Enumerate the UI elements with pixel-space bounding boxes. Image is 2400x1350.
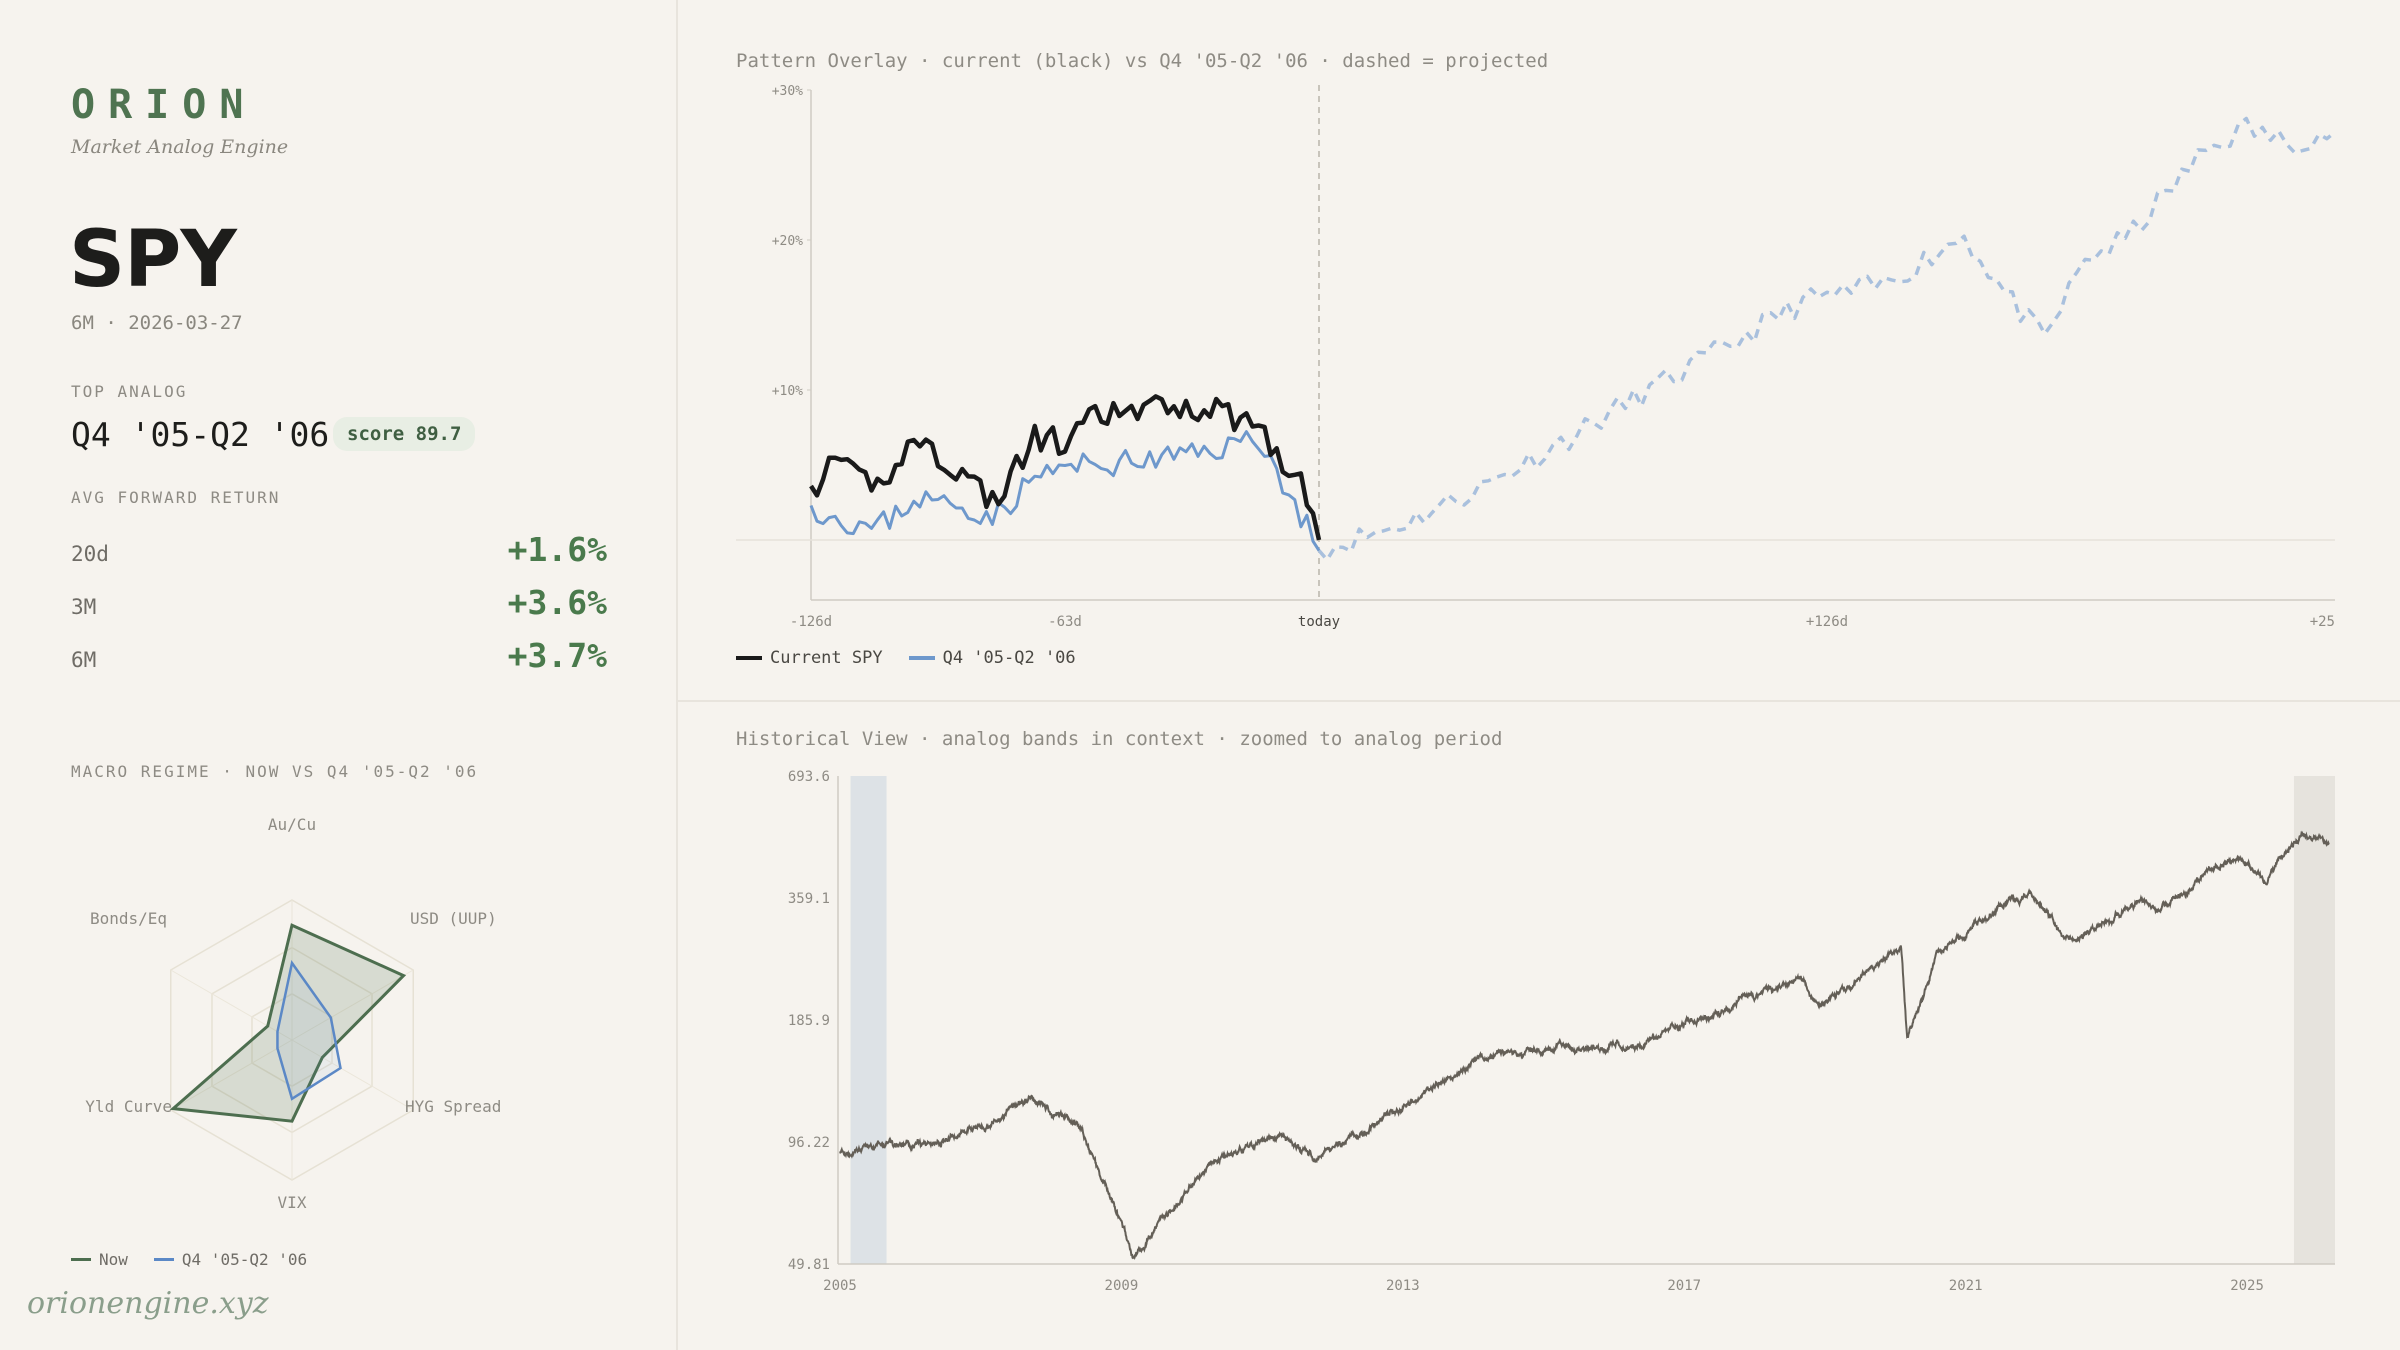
radar-axis-label: HYG Spread	[405, 1097, 501, 1116]
return-row: 6M +3.7%	[71, 636, 607, 676]
return-value: +1.6%	[507, 530, 607, 569]
radar-spoke	[291, 1039, 414, 1111]
hist-y-tick: 185.9	[788, 1013, 830, 1029]
overlay-x-tick: +126d	[1806, 614, 1848, 630]
radar-axis-label: Yld Curve	[85, 1097, 172, 1116]
return-row: 20d +1.6%	[71, 530, 607, 570]
ticker-meta: 6M · 2026-03-27	[71, 312, 243, 334]
return-horizon: 20d	[71, 542, 109, 566]
overlay-x-tick: today	[1298, 614, 1340, 630]
radar-analog-polygon	[276, 959, 342, 1101]
sidebar: ORION Market Analog Engine SPY 6M · 2026…	[0, 0, 678, 1350]
overlay-x-tick: +25	[2310, 614, 2335, 630]
legend-now-label: Now	[99, 1250, 128, 1269]
overlay-y-tick: +10%	[772, 384, 803, 399]
overlay-x-tick: -63d	[1048, 614, 1082, 630]
hist-y-tick: 49.81	[788, 1257, 830, 1273]
legend-analog-label: Q4 '05-Q2 '06	[181, 1250, 308, 1269]
hist-x-tick: 2021	[1949, 1278, 1983, 1294]
hist-x-tick: 2017	[1667, 1278, 1701, 1294]
macro-radar-chart: Au/Cu USD (UUP) HYG Spread VIX Yld Curve Bond…	[85, 815, 501, 1212]
spy-history-line	[839, 830, 2330, 1260]
return-row: 3M +3.6%	[71, 583, 607, 623]
hist-x-tick: 2025	[2230, 1278, 2264, 1294]
radar-spoke	[291, 969, 414, 1041]
brand-tagline: Market Analog Engine	[71, 136, 289, 158]
score-badge: score 89.7	[333, 417, 476, 451]
analog-line	[809, 430, 1321, 552]
legend-current-swatch	[736, 656, 762, 660]
top-analog-label: TOP ANALOG	[71, 382, 188, 401]
radar-axis-label: Au/Cu	[268, 815, 316, 834]
legend-now-swatch	[71, 1258, 91, 1261]
radar-spoke	[170, 1039, 293, 1111]
legend-analog: Q4 '05-Q2 '06	[153, 1250, 308, 1269]
historical-title: Historical View · analog bands in contex…	[736, 728, 1503, 750]
legend-analog-overlay-label: Q4 '05-Q2 '06	[942, 648, 1076, 668]
return-horizon: 3M	[71, 595, 97, 619]
hist-y-tick: 96.22	[788, 1135, 830, 1151]
forward-return-label: AVG FORWARD RETURN	[71, 488, 281, 507]
overlay-y-tick: +30%	[772, 84, 803, 99]
overlay-legend: Current SPY Q4 '05-Q2 '06	[736, 648, 1076, 668]
current-line	[809, 394, 1322, 541]
hist-x-tick: 2013	[1386, 1278, 1420, 1294]
legend-now: Now	[71, 1250, 128, 1269]
footer-url[interactable]: orionengine.xyz	[27, 1286, 269, 1321]
pattern-overlay-chart: +30% +20% +10% -126d -63d today +126d +25	[736, 84, 2337, 630]
brand-name: ORION	[71, 82, 257, 128]
hist-y-tick: 359.1	[788, 891, 830, 907]
hist-y-tick: 693.6	[788, 769, 830, 785]
section-divider	[678, 700, 2400, 702]
radar-now-polygon	[169, 923, 407, 1123]
analog-band	[850, 776, 887, 1264]
radar-axis-label: VIX	[278, 1193, 307, 1212]
overlay-x-tick: -126d	[790, 614, 832, 630]
analog-band	[2293, 776, 2335, 1264]
return-value: +3.6%	[507, 583, 607, 622]
radar-spoke	[170, 969, 293, 1041]
macro-regime-label: MACRO REGIME · NOW VS Q4 '05-Q2 '06	[71, 762, 479, 781]
legend-analog-overlay-swatch	[908, 656, 935, 660]
top-analog-name[interactable]: Q4 '05-Q2 '06	[71, 415, 330, 454]
hist-x-tick: 2009	[1105, 1278, 1139, 1294]
radar-axis-label: USD (UUP)	[410, 909, 497, 928]
hist-x-tick: 2005	[823, 1278, 857, 1294]
overlay-title: Pattern Overlay · current (black) vs Q4 …	[736, 50, 1549, 72]
legend-current-label: Current SPY	[770, 648, 883, 668]
legend-analog-swatch	[153, 1258, 174, 1261]
legend-analog-overlay: Q4 '05-Q2 '06	[908, 648, 1076, 668]
overlay-y-tick: +20%	[772, 234, 803, 249]
projected-line	[1317, 116, 2337, 562]
return-horizon: 6M	[71, 648, 97, 672]
legend-current: Current SPY	[736, 648, 883, 668]
radar-axis-label: Bonds/Eq	[90, 909, 167, 928]
radar-legend: Now Q4 '05-Q2 '06	[71, 1250, 307, 1269]
historical-chart: 693.6 359.1 185.9 96.22 49.81 2005 2009 2013 201…	[788, 769, 2335, 1294]
ticker-symbol: SPY	[69, 215, 237, 305]
return-value: +3.7%	[507, 636, 607, 675]
